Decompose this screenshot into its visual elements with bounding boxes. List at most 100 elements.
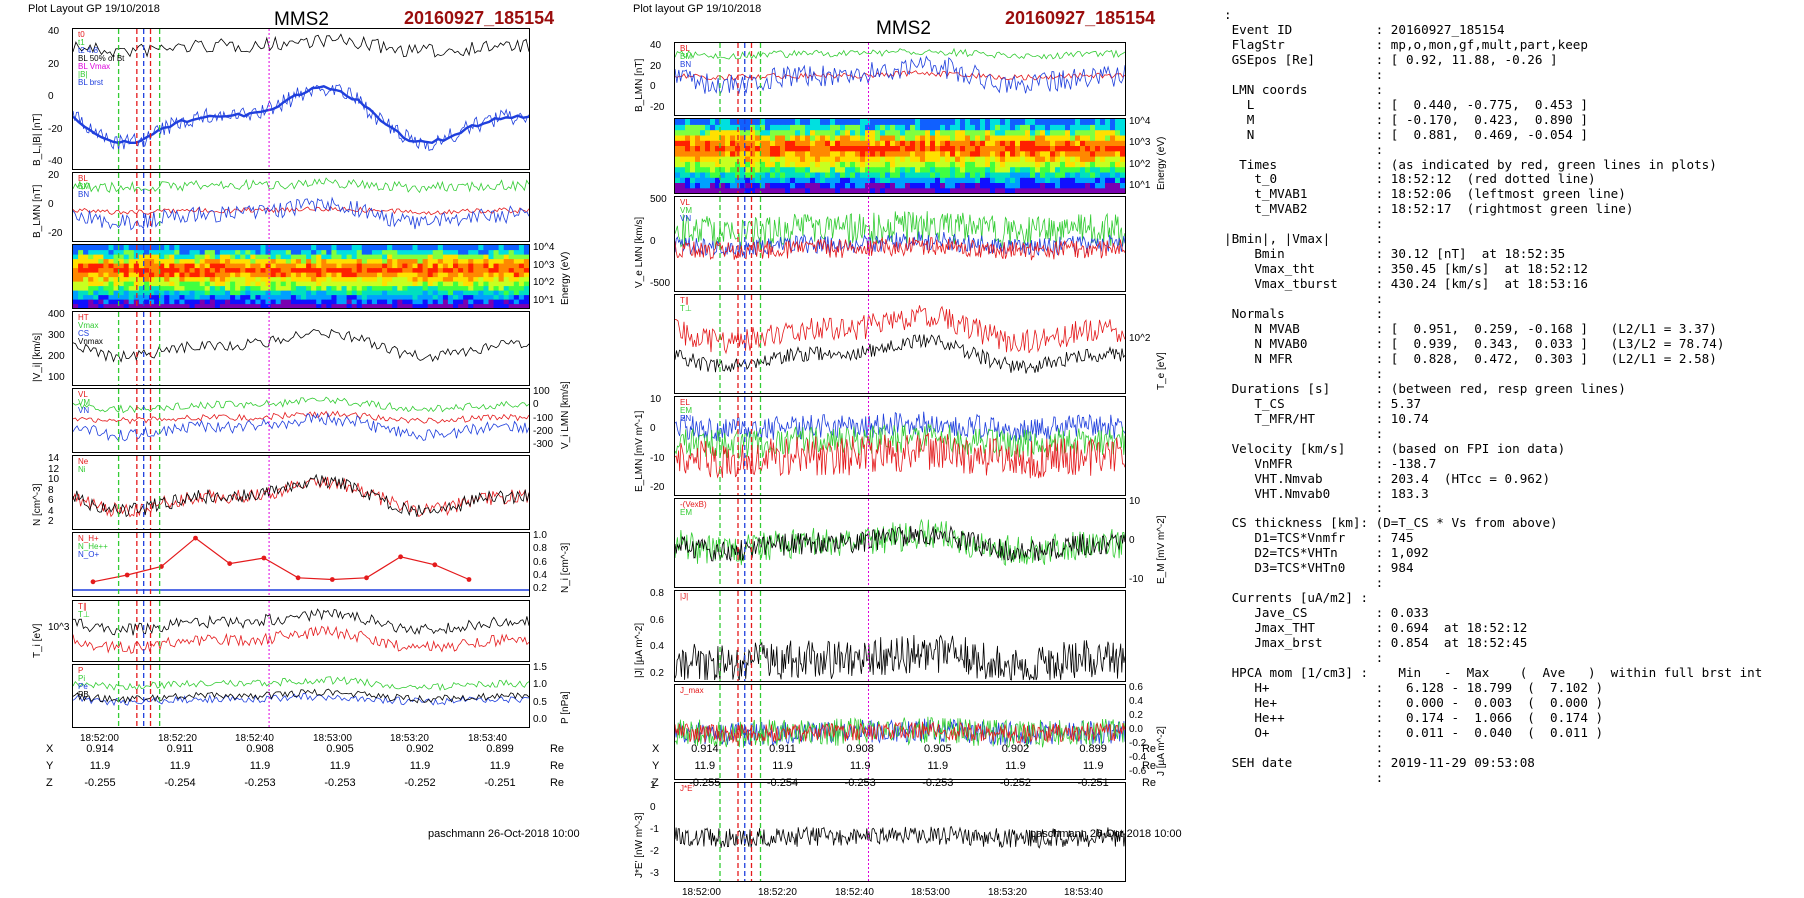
left-panel-7-ylabel: N_i [cm^-3] xyxy=(560,542,571,593)
mid-panel-8-ytick: 0.4 xyxy=(1129,696,1143,707)
left-panel-5-ytick: -100 xyxy=(533,413,554,424)
series-line xyxy=(675,47,1125,60)
left-panel-9-legend-item: Pe xyxy=(78,682,88,691)
left-panel-9-legend-item: Pi xyxy=(78,674,86,683)
series-line xyxy=(73,410,529,425)
left-panel-4-legend-item: HT xyxy=(78,313,89,322)
left-xtick: 18:52:00 xyxy=(80,733,119,744)
mid-panel-4-legend-item: T⊥ xyxy=(680,304,692,313)
series-line xyxy=(675,305,1125,355)
left-panel-8-legend-item: T∥ xyxy=(78,602,87,611)
mid-panel-1-ytick: 40 xyxy=(650,40,662,51)
series-line xyxy=(675,55,1125,96)
left-panel-9-ytick: 1.0 xyxy=(533,679,547,690)
left-panel-6-ytick: 14 xyxy=(48,453,60,464)
left-panel-4-ylabel: |V_i| [km/s] xyxy=(32,332,43,382)
series-line xyxy=(675,334,1125,374)
left-panel-9-legend-item: PB xyxy=(78,690,89,699)
left-panel-7-legend-item: N_H+ xyxy=(78,534,99,543)
mid-panel-8-ytick: -0.2 xyxy=(1129,738,1147,749)
left-panel-8-ytick: 10^3 xyxy=(48,622,70,633)
mid-panel-4-ytick: 10^2 xyxy=(1129,333,1151,344)
left-panel-1-legend-item: t0 xyxy=(78,30,85,39)
left-panel-2-ylabel: B_LMN [nT] xyxy=(32,184,43,238)
left-panel-1-legend-item: BL brst xyxy=(78,78,104,87)
left-panel-2-legend-item: BL xyxy=(78,174,88,183)
mid-panel-6-ytick: -10 xyxy=(1129,574,1144,585)
mid-panel-2-ytick: 10^1 xyxy=(1129,180,1151,191)
left-ephemeris: X 0.914 0.911 0.908 0.905 0.902 0.899 Re Y 11.9 1… xyxy=(46,740,574,791)
mid-panel-3 xyxy=(674,196,1126,292)
left-panel-5-ytick: -300 xyxy=(533,439,554,450)
series-line xyxy=(73,396,529,414)
mid-panel-2-ytick: 10^2 xyxy=(1129,159,1151,170)
middle-title: MMS2 xyxy=(876,18,931,39)
mid-panel-2 xyxy=(674,118,1126,194)
event-info-text: : Event ID : 20160927_185154 FlagStr : m… xyxy=(1224,7,1763,785)
series-line xyxy=(73,473,529,518)
left-panel-5-ytick: 0 xyxy=(533,399,539,410)
left-xtick: 18:52:40 xyxy=(235,733,274,744)
left-panel-6-legend-item: Ne xyxy=(78,457,89,466)
mid-panel-8-ytick: 0.0 xyxy=(1129,724,1143,735)
left-panel-1-ytick: 0 xyxy=(48,91,54,102)
mid-panel-4-legend-item: T∥ xyxy=(680,296,689,305)
left-panel-5-ytick: -200 xyxy=(533,426,554,437)
mid-panel-5-legend-item: EL xyxy=(680,398,690,407)
left-panel-9-ytick: 0.0 xyxy=(533,714,547,725)
data-point xyxy=(364,575,369,581)
left-panel-2-legend-item: BN xyxy=(78,190,90,199)
left-panel-7-ytick: 1.0 xyxy=(533,530,547,541)
left-panel-2-ytick: 0 xyxy=(48,199,54,210)
mid-panel-9-legend-item: J*E' xyxy=(680,784,694,793)
mid-panel-5-ytick: 10 xyxy=(650,394,662,405)
left-panel-1-legend-item: t2 4.8 xyxy=(78,46,99,55)
data-point xyxy=(466,577,472,582)
left-panel-4-ytick: 400 xyxy=(48,309,65,320)
series-line xyxy=(675,826,1125,849)
series-line xyxy=(675,525,1125,563)
left-panel-4-legend-item: CS xyxy=(78,329,90,338)
mid-panel-1-plot xyxy=(675,43,1125,115)
left-panel-1 xyxy=(72,28,530,170)
mid-panel-2-ytick: 10^3 xyxy=(1129,137,1151,148)
series-line xyxy=(73,196,529,231)
mid-panel-5-ytick: -10 xyxy=(650,453,665,464)
left-panel-3-ytick: 10^3 xyxy=(533,260,555,271)
left-panel-5-ytick: 100 xyxy=(533,386,550,397)
mid-panel-8-ytick: -0.6 xyxy=(1129,766,1147,777)
mid-xtick: 18:52:40 xyxy=(835,887,874,898)
series-line xyxy=(73,33,529,58)
mid-panel-1-legend-item: BL xyxy=(680,44,690,53)
data-point xyxy=(432,562,438,568)
left-panel-9-legend-item: P xyxy=(78,666,84,675)
left-panel-4-ytick: 100 xyxy=(48,372,65,383)
left-panel-3 xyxy=(72,244,530,309)
left-event: 20160927_185154 xyxy=(404,8,555,28)
mid-panel-6-ytick: 0 xyxy=(1129,535,1135,546)
left-xtick: 18:53:20 xyxy=(390,733,429,744)
mid-panel-5-plot xyxy=(675,397,1125,495)
mid-panel-1 xyxy=(674,42,1126,116)
mid-panel-8-ytick: 0.6 xyxy=(1129,682,1143,693)
mid-panel-6-ylabel: E_M [mV m^-2] xyxy=(1156,515,1167,584)
mid-panel-5-legend-item: EM xyxy=(680,406,692,415)
series-line xyxy=(675,433,1125,479)
left-xtick: 18:53:00 xyxy=(313,733,352,744)
mid-panel-3-ylabel: V_e LMN [km/s] xyxy=(634,216,645,288)
data-point xyxy=(227,561,233,566)
left-panel-3-plot xyxy=(73,245,529,308)
left-panel-5-legend-item: VL xyxy=(78,390,88,399)
mid-panel-4-ylabel: T_e [eV] xyxy=(1156,352,1167,390)
series-line xyxy=(73,205,529,216)
mid-xtick: 18:53:00 xyxy=(911,887,950,898)
mid-panel-2-plot xyxy=(675,119,1125,193)
series-line xyxy=(92,537,470,583)
left-panel-2-plot xyxy=(73,173,529,241)
left-panel-5-legend-item: VN xyxy=(78,406,90,415)
left-panel-9-ytick: 1.5 xyxy=(533,662,547,673)
data-point xyxy=(398,554,403,560)
mid-xtick: 18:52:20 xyxy=(758,887,797,898)
middle-ephemeris: X 0.914 0.911 0.908 0.905 0.902 0.899 Re Y 11.9 1… xyxy=(652,740,1166,791)
left-panel-7-ytick: 0.4 xyxy=(533,570,547,581)
